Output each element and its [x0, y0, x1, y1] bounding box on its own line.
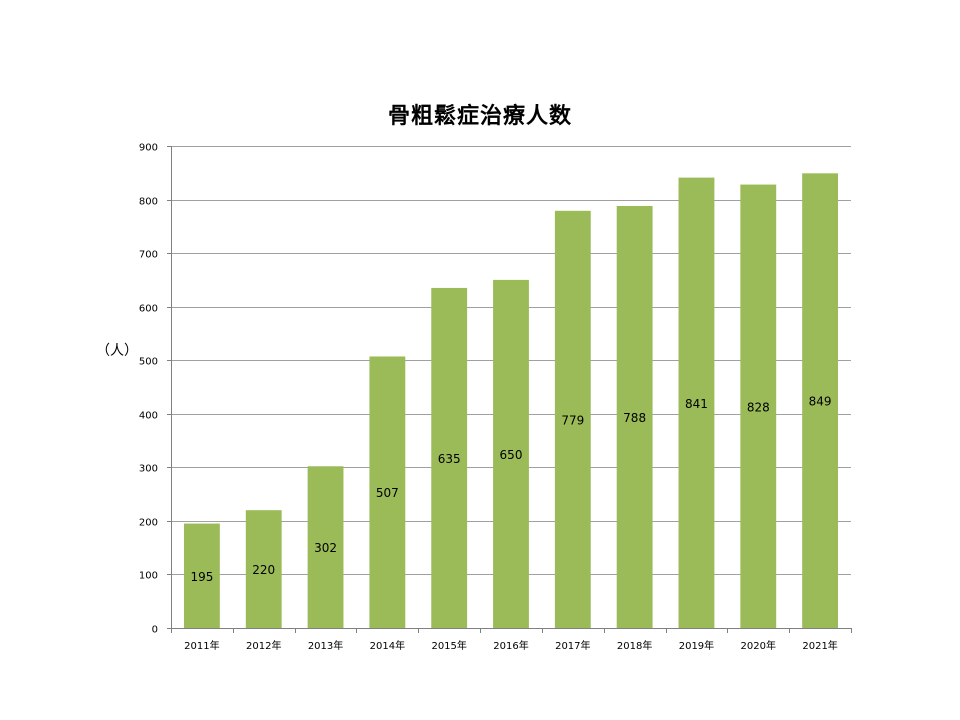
y-tick-label: 300 [139, 464, 158, 475]
y-axis-unit-label: （人） [96, 343, 138, 359]
data-label: 507 [376, 486, 399, 500]
bar [431, 287, 468, 628]
bar [245, 510, 282, 628]
data-label: 195 [190, 570, 213, 584]
y-tick-label: 700 [139, 250, 158, 261]
x-tick-label: 2020年 [741, 639, 776, 652]
axes [167, 146, 852, 633]
bar [493, 279, 529, 628]
bar [678, 177, 715, 628]
data-label: 828 [747, 400, 770, 414]
bar [554, 210, 591, 628]
x-tick-label: 2015年 [431, 639, 466, 652]
data-label: 849 [809, 395, 832, 409]
x-tick-label: 2018年 [617, 639, 652, 652]
bar [183, 523, 220, 628]
y-tick-label: 500 [139, 357, 158, 368]
y-tick-labels: 0 100 200 300 400 500 600 700 800 900 [139, 143, 158, 636]
x-tick-label: 2014年 [370, 639, 405, 652]
data-label: 779 [561, 413, 584, 427]
x-tick-label: 2013年 [308, 639, 343, 652]
bar [616, 205, 653, 628]
y-tick-label: 600 [139, 304, 158, 315]
x-tick-label: 2017年 [555, 639, 590, 652]
y-tick-label: 800 [139, 197, 158, 208]
bar [740, 184, 777, 628]
bars [183, 173, 839, 628]
y-tick-label: 200 [139, 518, 158, 529]
data-label: 302 [314, 541, 337, 555]
data-label: 635 [438, 452, 461, 466]
x-tick-label: 2019年 [679, 639, 714, 652]
bar [307, 466, 344, 628]
data-label: 788 [623, 411, 646, 425]
chart-title: 骨粗鬆症治療人数 [387, 104, 572, 129]
x-tick-label: 2021年 [802, 639, 837, 652]
y-tick-label: 100 [139, 571, 158, 582]
data-label: 841 [685, 397, 708, 411]
data-label: 220 [252, 563, 275, 577]
y-tick-label: 0 [152, 625, 158, 636]
x-tick-label: 2012年 [246, 639, 281, 652]
x-tick-label: 2011年 [184, 639, 219, 652]
data-labels: 195 220 302 507 635 650 779 788 841 828 849 [190, 395, 831, 584]
y-tick-label: 400 [139, 411, 158, 422]
data-label: 650 [500, 448, 523, 462]
x-tick-labels: 2011年 2012年 2013年 2014年 2015年 2016年 2017年 2018年… [184, 639, 838, 652]
x-tick-label: 2016年 [493, 639, 528, 652]
bar [802, 173, 839, 628]
bar [369, 356, 406, 628]
y-tick-label: 900 [139, 143, 158, 154]
